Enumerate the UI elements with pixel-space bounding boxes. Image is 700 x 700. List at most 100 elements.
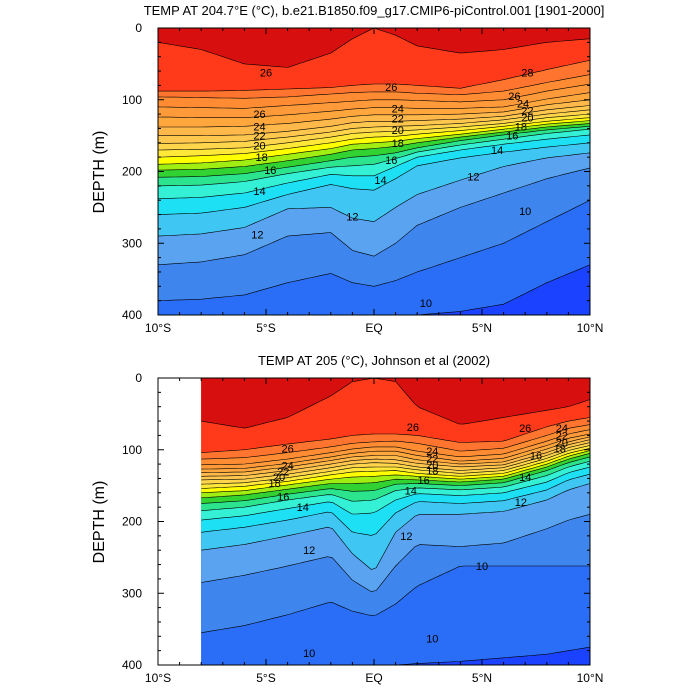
contour-label: 28	[521, 67, 533, 79]
contour-label: 20	[521, 113, 533, 125]
isotherm-line	[158, 105, 590, 136]
isotherm-line	[201, 460, 590, 511]
contour-label: 14	[519, 472, 531, 484]
x-tick-label: 5°N	[472, 671, 492, 685]
isotherm-line	[158, 60, 590, 92]
isotherm-line	[201, 453, 590, 499]
y-tick-label: 200	[122, 165, 142, 179]
contour-label: 20	[392, 125, 404, 137]
isotherm-line	[201, 466, 590, 521]
isotherm-line	[158, 134, 590, 200]
isotherm-line	[158, 123, 590, 171]
contour-label: 22	[277, 466, 289, 478]
y-tick-label: 300	[122, 586, 142, 600]
contour-lines	[201, 378, 590, 665]
isotherm-line	[158, 117, 590, 158]
contour-label: 12	[251, 230, 263, 242]
isotherm-line	[201, 442, 590, 481]
contour-label: 10	[426, 633, 438, 645]
x-tick-label: 10°S	[145, 671, 171, 685]
isotherm-line	[158, 28, 590, 68]
isotherm-line	[201, 514, 590, 592]
contour-label: 18	[554, 443, 566, 455]
contour-label: 10	[420, 298, 432, 310]
isotherm-line	[201, 473, 590, 536]
isotherm-line	[201, 436, 590, 473]
contour-band	[158, 28, 590, 68]
x-tick-label: 10°N	[577, 671, 604, 685]
isotherm-line	[201, 378, 590, 429]
isotherm-line	[158, 264, 590, 315]
y-tick-label: 400	[122, 658, 142, 672]
contour-label: 24	[253, 121, 265, 133]
x-tick-label: 10°S	[145, 321, 171, 335]
isotherm-line	[201, 565, 590, 633]
isotherm-line	[158, 167, 590, 266]
contour-label: 16	[277, 491, 289, 503]
contour-label: 26	[407, 422, 419, 434]
isotherm-line	[201, 445, 590, 485]
y-tick-label: 300	[122, 236, 142, 250]
contour-label: 12	[467, 172, 479, 184]
y-tick-label: 0	[135, 371, 142, 385]
contour-label: 22	[556, 430, 568, 442]
isotherm-line	[158, 92, 590, 118]
contour-label: 26	[508, 91, 520, 103]
contour-label: 26	[260, 67, 272, 79]
x-tick-label: 5°N	[472, 321, 492, 335]
isotherm-line	[158, 142, 590, 215]
contour-label: 24	[281, 461, 293, 473]
contour-label: 22	[426, 453, 438, 465]
panel-title: TEMP AT 204.7°E (°C), b.e21.B1850.f09_g1…	[144, 3, 605, 18]
contour-label: 22	[392, 113, 404, 125]
isotherm-line	[201, 646, 590, 665]
contour-label: 14	[405, 486, 417, 498]
contour-label: 14	[491, 145, 503, 157]
x-tick-label: 5°S	[256, 321, 275, 335]
isotherm-line	[158, 152, 590, 237]
contour-label: 10	[476, 561, 488, 573]
isotherm-line	[158, 109, 590, 144]
y-tick-label: 0	[135, 21, 142, 35]
contour-label: 16	[506, 131, 518, 143]
contour-label: 18	[515, 121, 527, 133]
contour-label: 22	[521, 106, 533, 118]
y-tick-label: 100	[122, 93, 142, 107]
contour-label: 10	[303, 648, 315, 660]
contour-label: 26	[253, 109, 265, 121]
contour-label: 18	[426, 466, 438, 478]
contour-label: 22	[253, 131, 265, 143]
isotherm-line	[201, 450, 590, 494]
contour-label: 16	[385, 155, 397, 167]
x-tick-label: 10°N	[577, 321, 604, 335]
isotherm-line	[158, 128, 590, 187]
isotherm-line	[158, 83, 590, 109]
isotherm-line	[201, 483, 590, 570]
contour-label: 12	[346, 212, 358, 224]
contour-label: 12	[400, 531, 412, 543]
contour-label: 16	[418, 475, 430, 487]
isotherm-line	[201, 429, 590, 466]
y-tick-label: 200	[122, 515, 142, 529]
y-tick-label: 400	[122, 308, 142, 322]
isotherm-line	[158, 126, 590, 178]
contour-label: 12	[515, 497, 527, 509]
contour-label: 24	[392, 103, 404, 115]
y-axis-label: DEPTH (m)	[91, 131, 108, 214]
contour-band	[201, 378, 590, 429]
isotherm-line	[201, 433, 590, 470]
x-tick-label: EQ	[365, 671, 382, 685]
contour-label: 24	[556, 423, 568, 435]
panel-title: TEMP AT 205 (°C), Johnson et al (2002)	[258, 353, 490, 368]
x-tick-label: EQ	[365, 321, 382, 335]
contour-label: 14	[253, 186, 265, 198]
isotherm-line	[158, 99, 590, 128]
model-panel: TEMP AT 204.7°E (°C), b.e21.B1850.f09_g1…	[91, 3, 604, 335]
observation-panel: TEMP AT 205 (°C), Johnson et al (2002) D…	[91, 353, 603, 685]
contour-label: 14	[297, 502, 309, 514]
contour-label: 10	[519, 206, 531, 218]
isotherm-line	[158, 113, 590, 151]
contour-labels: 2626282624222018161426242220182422201816…	[251, 67, 533, 309]
contour-lines	[158, 28, 590, 315]
